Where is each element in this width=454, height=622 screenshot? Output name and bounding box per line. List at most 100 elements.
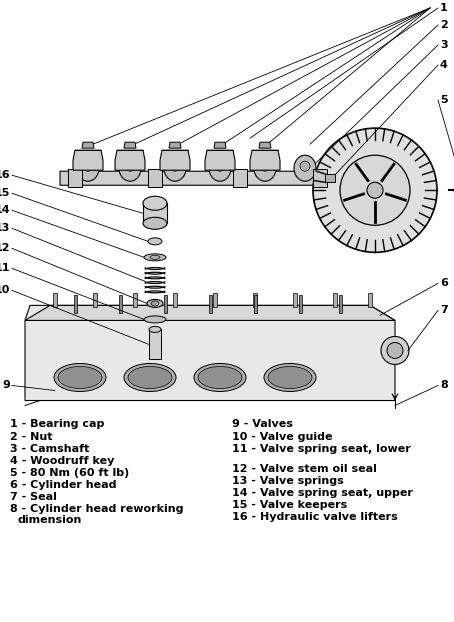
Bar — [118, 295, 122, 313]
Bar — [53, 294, 57, 307]
Polygon shape — [250, 150, 280, 170]
Text: 14: 14 — [0, 205, 10, 215]
Ellipse shape — [264, 363, 316, 391]
Ellipse shape — [77, 156, 99, 181]
Ellipse shape — [268, 366, 312, 389]
Ellipse shape — [58, 366, 102, 389]
Ellipse shape — [164, 156, 186, 181]
Text: 7: 7 — [440, 305, 448, 315]
Text: 9 - Valves: 9 - Valves — [232, 419, 293, 429]
Polygon shape — [160, 150, 190, 170]
Text: 15 - Valve keepers: 15 - Valve keepers — [232, 500, 347, 510]
Text: 9: 9 — [2, 381, 10, 391]
Text: 16: 16 — [0, 170, 10, 180]
Bar — [133, 294, 137, 307]
Text: 13 - Valve springs: 13 - Valve springs — [232, 476, 344, 486]
Ellipse shape — [144, 316, 166, 323]
Text: 11: 11 — [0, 263, 10, 273]
Text: 2: 2 — [440, 20, 448, 30]
Ellipse shape — [254, 156, 276, 181]
Bar — [233, 169, 247, 187]
Ellipse shape — [144, 254, 166, 261]
Bar — [368, 294, 372, 307]
Ellipse shape — [151, 301, 159, 306]
Bar — [173, 294, 177, 307]
Ellipse shape — [170, 161, 180, 171]
Bar — [208, 295, 212, 313]
Ellipse shape — [300, 161, 310, 171]
Bar — [68, 169, 82, 187]
Polygon shape — [25, 305, 395, 401]
Bar — [313, 169, 327, 187]
Ellipse shape — [125, 161, 135, 171]
Text: 5 - 80 Nm (60 ft lb): 5 - 80 Nm (60 ft lb) — [10, 468, 129, 478]
Bar — [325, 174, 335, 182]
Polygon shape — [60, 171, 335, 185]
Text: 13: 13 — [0, 223, 10, 233]
Text: 11 - Valve spring seat, lower: 11 - Valve spring seat, lower — [232, 445, 411, 455]
Bar — [253, 295, 257, 313]
Text: 15: 15 — [0, 188, 10, 198]
Ellipse shape — [148, 238, 162, 245]
Circle shape — [367, 182, 383, 198]
Ellipse shape — [294, 156, 316, 181]
Bar — [74, 295, 77, 313]
Ellipse shape — [209, 156, 231, 181]
Bar — [339, 295, 341, 313]
Ellipse shape — [143, 197, 167, 210]
Ellipse shape — [150, 255, 160, 259]
Text: 4: 4 — [440, 60, 448, 70]
Text: 8 - Cylinder head reworking: 8 - Cylinder head reworking — [10, 504, 183, 514]
Circle shape — [313, 128, 437, 253]
Polygon shape — [259, 142, 271, 148]
Bar — [148, 169, 162, 187]
Polygon shape — [82, 142, 94, 148]
Bar — [293, 294, 297, 307]
Text: 14 - Valve spring seat, upper: 14 - Valve spring seat, upper — [232, 488, 413, 498]
Ellipse shape — [124, 363, 176, 391]
Text: dimension: dimension — [18, 515, 82, 525]
Ellipse shape — [143, 217, 167, 230]
Text: 6 - Cylinder head: 6 - Cylinder head — [10, 480, 117, 490]
Ellipse shape — [147, 299, 163, 307]
Ellipse shape — [198, 366, 242, 389]
Ellipse shape — [128, 366, 172, 389]
Text: 10: 10 — [0, 285, 10, 295]
Text: 6: 6 — [440, 279, 448, 289]
Polygon shape — [169, 142, 181, 148]
Ellipse shape — [215, 161, 225, 171]
Polygon shape — [124, 142, 136, 148]
Ellipse shape — [381, 337, 409, 364]
Bar — [298, 295, 301, 313]
Ellipse shape — [83, 161, 93, 171]
Polygon shape — [25, 305, 395, 320]
Polygon shape — [214, 142, 226, 148]
Circle shape — [340, 156, 410, 225]
Text: 3: 3 — [440, 40, 448, 50]
Ellipse shape — [149, 327, 161, 332]
Bar — [333, 294, 337, 307]
Text: 10 - Valve guide: 10 - Valve guide — [232, 432, 332, 442]
Bar — [93, 294, 97, 307]
Text: 12 - Valve stem oil seal: 12 - Valve stem oil seal — [232, 465, 377, 475]
Text: 1: 1 — [440, 3, 448, 13]
Text: 7 - Seal: 7 - Seal — [10, 493, 57, 503]
Text: 1 - Bearing cap: 1 - Bearing cap — [10, 419, 104, 429]
Ellipse shape — [119, 156, 141, 181]
Text: 4 - Woodruff key: 4 - Woodruff key — [10, 457, 114, 466]
Text: 2 - Nut: 2 - Nut — [10, 432, 53, 442]
Bar — [143, 203, 167, 223]
Text: 16 - Hydraulic valve lifters: 16 - Hydraulic valve lifters — [232, 513, 398, 522]
Ellipse shape — [260, 161, 270, 171]
Ellipse shape — [54, 363, 106, 391]
Text: 12: 12 — [0, 243, 10, 253]
Text: 5: 5 — [440, 95, 448, 105]
Text: 3 - Camshaft: 3 - Camshaft — [10, 445, 89, 455]
Bar — [163, 295, 167, 313]
Text: 8: 8 — [440, 381, 448, 391]
Polygon shape — [73, 150, 103, 170]
Polygon shape — [205, 150, 235, 170]
Polygon shape — [115, 150, 145, 170]
Ellipse shape — [387, 343, 403, 358]
Ellipse shape — [194, 363, 246, 391]
